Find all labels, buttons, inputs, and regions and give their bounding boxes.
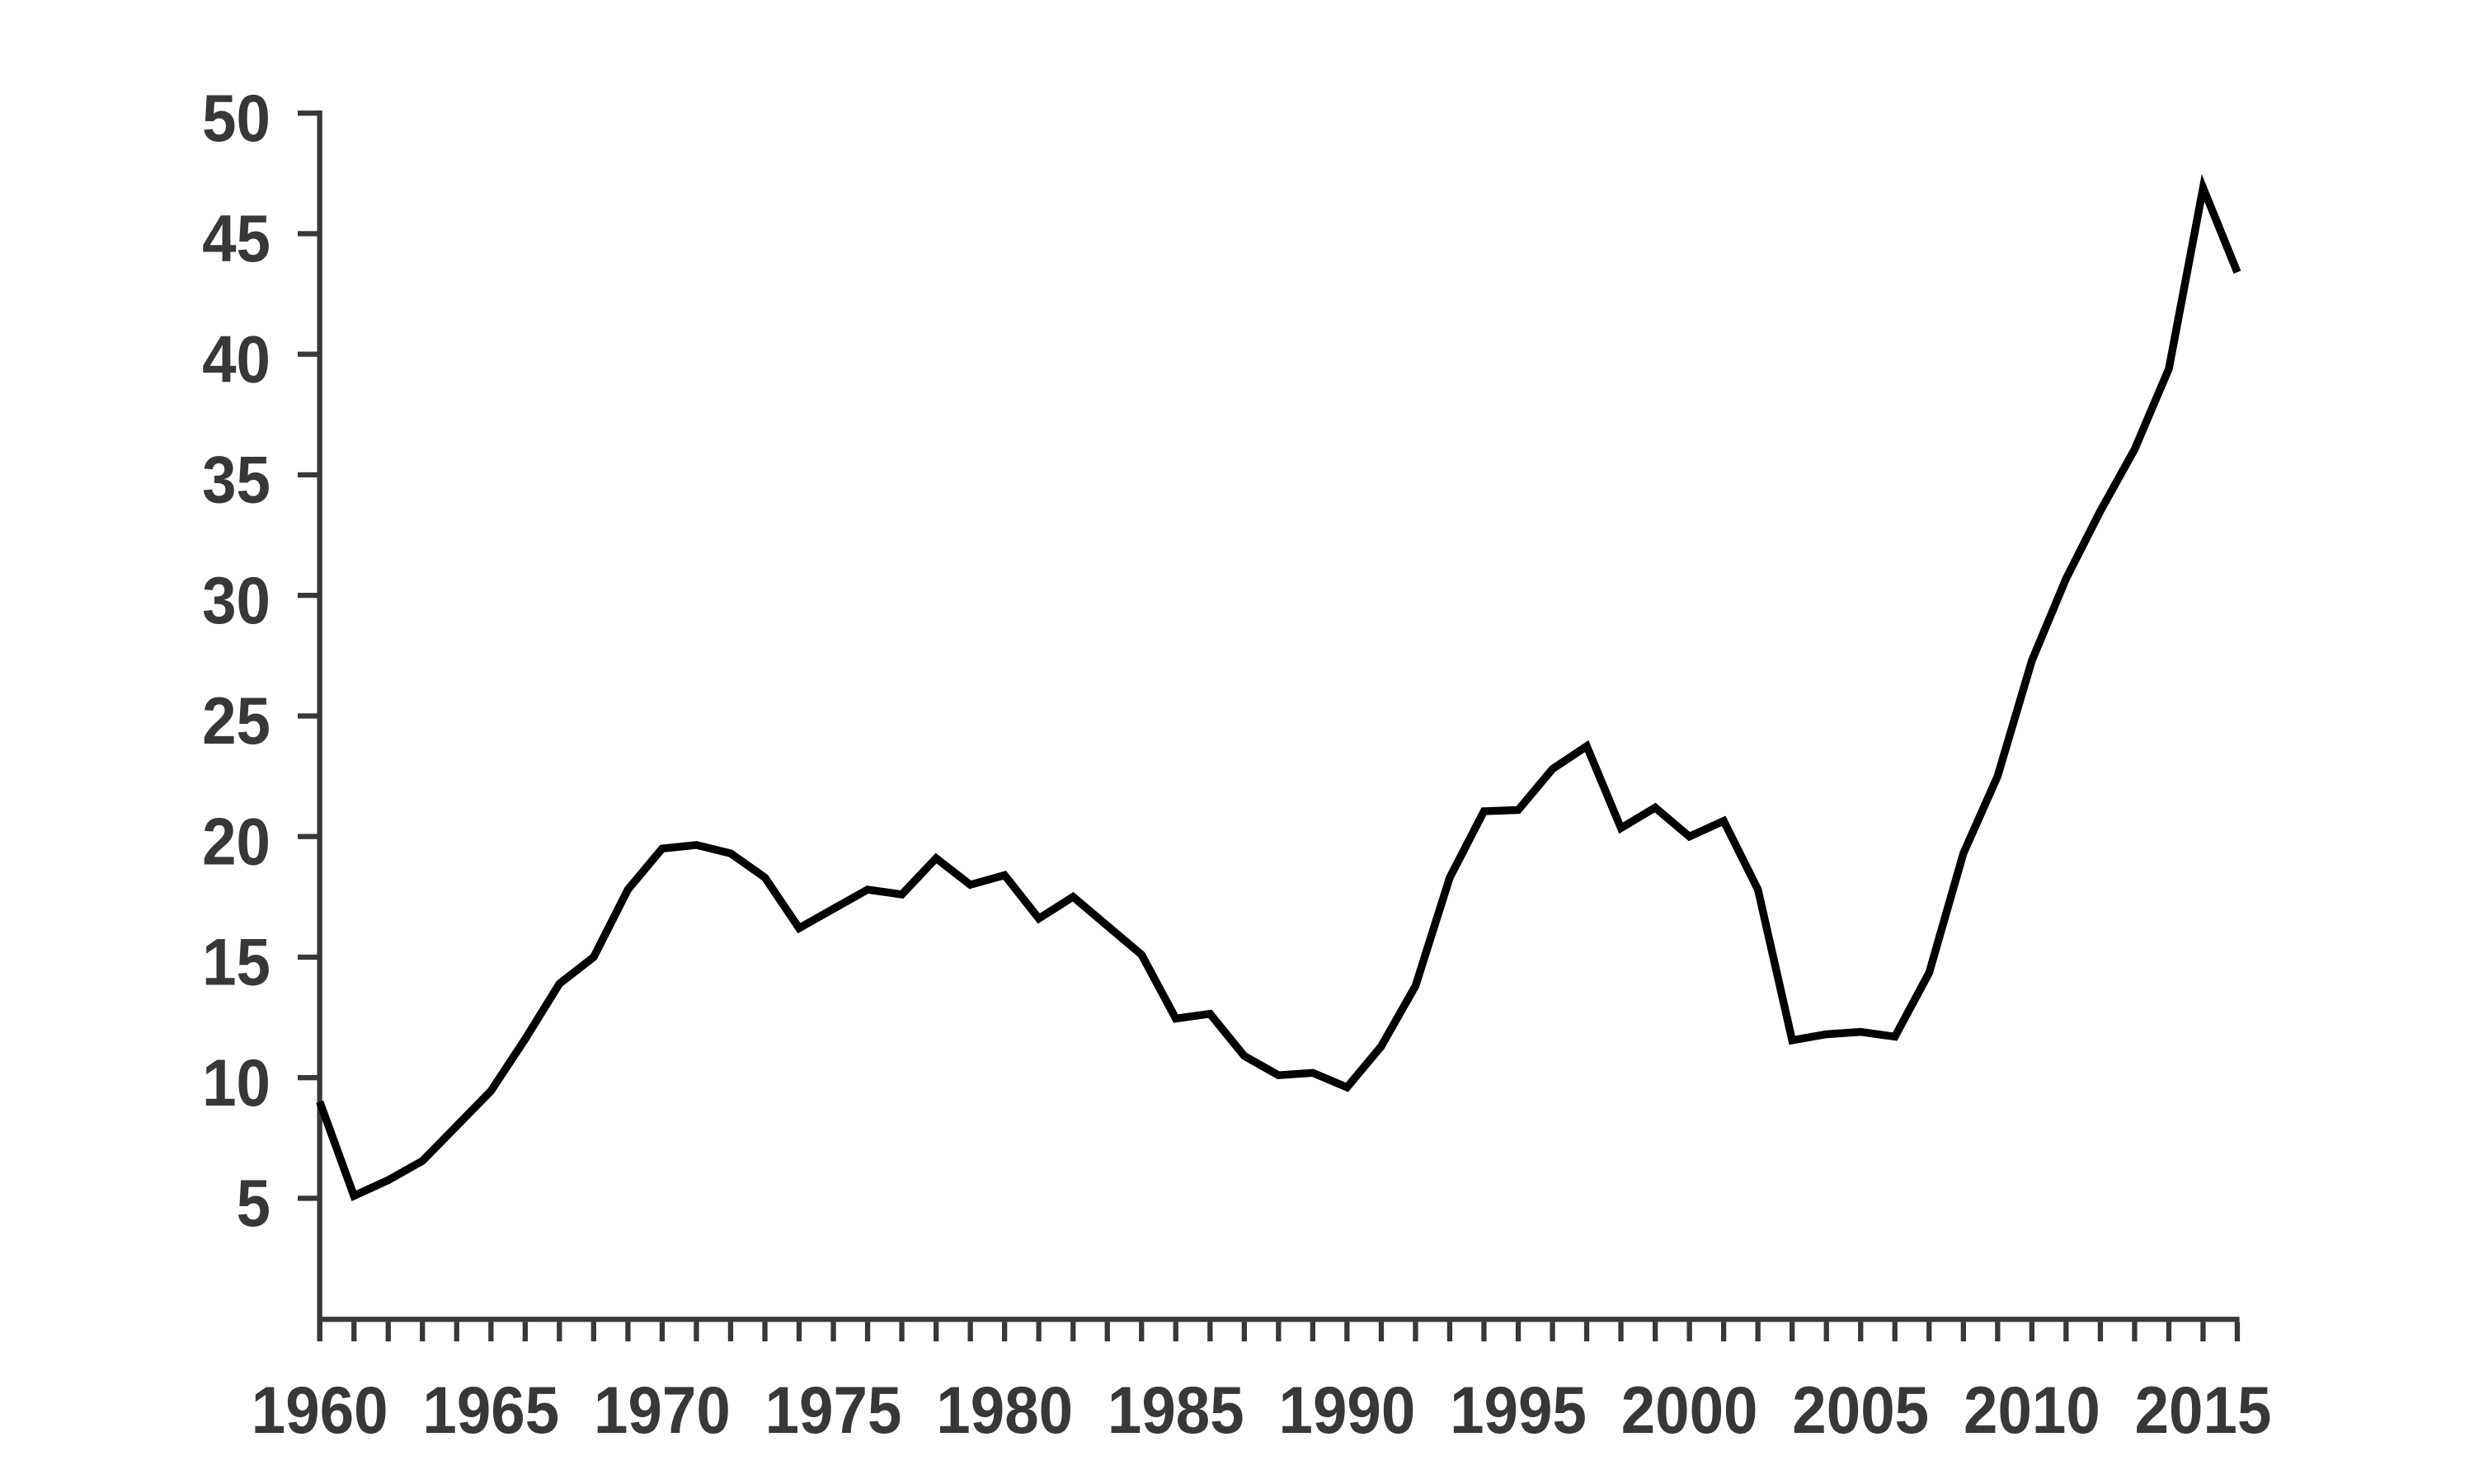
svg-text:30: 30 [202,564,270,638]
svg-text:50: 50 [202,82,270,156]
svg-text:25: 25 [202,684,270,758]
svg-text:45: 45 [202,202,270,276]
svg-text:1960: 1960 [252,1374,388,1448]
svg-text:2010: 2010 [1964,1374,2100,1448]
svg-text:15: 15 [202,926,270,1000]
svg-text:1985: 1985 [1108,1374,1244,1448]
svg-text:1990: 1990 [1279,1374,1416,1448]
svg-text:1980: 1980 [936,1374,1073,1448]
svg-text:2015: 2015 [2135,1374,2272,1448]
svg-text:1995: 1995 [1450,1374,1587,1448]
svg-text:1965: 1965 [422,1374,559,1448]
svg-text:35: 35 [202,444,270,518]
svg-text:20: 20 [202,805,270,879]
svg-text:5: 5 [237,1167,270,1241]
svg-text:10: 10 [202,1046,270,1120]
svg-text:1975: 1975 [765,1374,902,1448]
svg-text:2000: 2000 [1621,1374,1758,1448]
svg-text:40: 40 [202,322,270,397]
svg-text:1970: 1970 [594,1374,731,1448]
svg-text:2005: 2005 [1792,1374,1929,1448]
